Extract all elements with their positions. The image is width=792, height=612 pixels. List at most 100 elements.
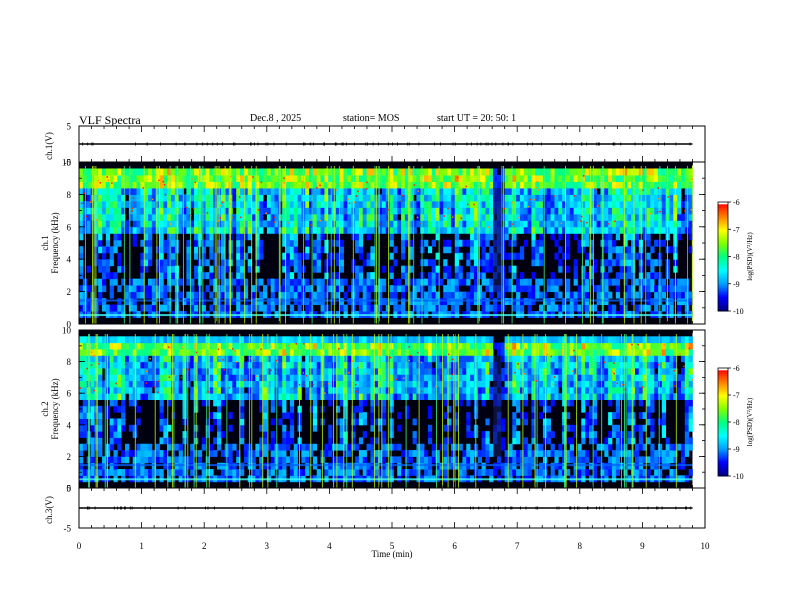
psd-cell	[132, 348, 137, 356]
psd-cell	[220, 361, 226, 369]
colorbar-step	[718, 238, 728, 241]
psd-cell	[328, 336, 333, 344]
psd-cell	[374, 456, 379, 464]
psd-cell	[435, 220, 440, 228]
psd-cell	[312, 181, 318, 189]
psd-cell	[362, 348, 367, 356]
psd-cell	[512, 181, 517, 189]
psd-cell	[163, 220, 168, 228]
psd-cell	[343, 462, 348, 470]
psd-cell	[312, 168, 318, 176]
psd-cell	[194, 213, 199, 221]
psd-cell	[427, 259, 433, 267]
psd-cell	[309, 285, 314, 293]
psd-cell	[251, 469, 256, 476]
psd-cell	[102, 304, 107, 312]
psd-cell	[362, 412, 367, 419]
psd-cell	[339, 278, 344, 286]
psd-cell	[121, 194, 126, 202]
psd-cell	[347, 207, 352, 215]
psd-cell	[82, 336, 88, 344]
psd-cell	[573, 272, 578, 280]
psd-cell	[286, 380, 291, 388]
psd-cell	[121, 355, 126, 363]
psd-cell	[554, 207, 559, 215]
psd-cell	[631, 226, 636, 234]
psd-cell	[236, 336, 241, 344]
psd-cell	[677, 220, 682, 228]
psd-cell	[684, 207, 690, 215]
psd-cell	[661, 194, 667, 202]
psd-cell	[347, 174, 352, 182]
psd-cell	[389, 213, 394, 221]
psd-cell	[98, 412, 103, 419]
psd-cell	[523, 207, 528, 215]
psd-cell	[439, 443, 444, 451]
psd-cell	[489, 278, 494, 286]
psd-cell	[289, 469, 295, 476]
psd-cell	[654, 226, 659, 234]
psd-cell	[148, 233, 153, 241]
psd-speck	[650, 212, 652, 215]
psd-cell	[404, 226, 410, 234]
psd-cell	[366, 291, 371, 299]
psd-cell	[535, 239, 540, 247]
psd-cell	[378, 386, 383, 394]
psd-cell	[328, 431, 333, 438]
psd-cell	[305, 462, 310, 470]
psd-cell	[236, 259, 241, 267]
psd-cell	[86, 200, 91, 208]
psd-cell	[98, 207, 103, 215]
psd-cell	[301, 380, 306, 388]
psd-cell	[247, 220, 252, 228]
psd-cell	[328, 285, 333, 293]
psd-cell	[263, 168, 268, 176]
psd-cell	[236, 367, 241, 375]
psd-cell	[381, 226, 387, 234]
psd-cell	[255, 174, 260, 182]
psd-cell	[205, 431, 210, 438]
psd-cell	[98, 462, 103, 470]
psd-cell	[443, 469, 448, 476]
psd-speck	[527, 205, 530, 208]
psd-cell	[320, 181, 325, 189]
psd-cell	[339, 207, 344, 215]
psd-cell	[105, 412, 111, 419]
psd-cell	[443, 168, 448, 176]
psd-cell	[98, 265, 103, 273]
psd-cell	[343, 431, 348, 438]
psd-cell	[113, 374, 118, 382]
psd-cell	[389, 336, 394, 344]
psd-cell	[155, 386, 160, 394]
psd-cell	[209, 469, 214, 476]
psd-cell	[608, 233, 613, 241]
psd-cell	[251, 462, 256, 470]
psd-cell	[573, 220, 578, 228]
psd-cell	[171, 278, 176, 286]
psd-cell	[151, 367, 157, 375]
psd-cell	[539, 168, 544, 176]
psd-cell	[324, 336, 329, 344]
psd-cell	[531, 200, 536, 208]
psd-speck	[131, 210, 133, 212]
psd-cell	[309, 213, 314, 221]
psd-cell	[167, 380, 172, 388]
psd-cell	[109, 348, 114, 356]
psd-cell	[642, 174, 647, 182]
psd-cell	[240, 348, 245, 356]
psd-cell	[289, 342, 295, 350]
psd-cell	[347, 168, 352, 176]
psd-cell	[167, 174, 172, 182]
psd-cell	[458, 181, 463, 189]
psd-cell	[217, 361, 222, 369]
psd-cell	[508, 181, 513, 189]
psd-cell	[286, 443, 291, 451]
psd-cell	[82, 181, 88, 189]
psd-cell	[312, 462, 318, 470]
psd-cell	[473, 291, 479, 299]
psd-cell	[374, 348, 379, 356]
psd-cell	[305, 213, 310, 221]
psd-cell	[289, 213, 295, 221]
psd-cell	[328, 393, 333, 401]
psd-cell	[381, 386, 387, 394]
